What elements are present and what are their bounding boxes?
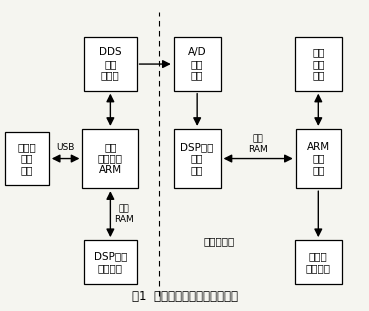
Text: ARM
控制
单元: ARM 控制 单元	[307, 142, 330, 175]
Bar	[174, 37, 221, 91]
Text: 液晶
显示
模块: 液晶 显示 模块	[312, 48, 325, 81]
Bar	[84, 240, 137, 284]
Text: DSP信号
参数发送: DSP信号 参数发送	[94, 251, 127, 273]
Text: DDS
信号
发生器: DDS 信号 发生器	[99, 48, 122, 81]
Text: DSP解码
处理
中心: DSP解码 处理 中心	[180, 142, 214, 175]
Text: USB: USB	[56, 143, 75, 152]
Text: A/D
采集
单元: A/D 采集 单元	[188, 48, 207, 81]
Bar	[295, 37, 342, 91]
Text: 图1  信号发送和解调整体结构图: 图1 信号发送和解调整体结构图	[131, 290, 238, 303]
Bar	[174, 129, 221, 188]
Bar	[84, 37, 137, 91]
Bar	[296, 129, 341, 188]
Text: 解调结构图: 解调结构图	[203, 236, 234, 246]
Text: 上位机
控制
界面: 上位机 控制 界面	[18, 142, 37, 175]
Text: 上位机
显示界面: 上位机 显示界面	[306, 251, 331, 273]
Text: 双口
RAM: 双口 RAM	[248, 135, 268, 154]
Bar	[6, 132, 49, 185]
Bar	[295, 240, 342, 284]
Bar	[82, 129, 138, 188]
Text: 双口
RAM: 双口 RAM	[114, 204, 134, 224]
Text: 输入
控制单元
ARM: 输入 控制单元 ARM	[98, 142, 123, 175]
